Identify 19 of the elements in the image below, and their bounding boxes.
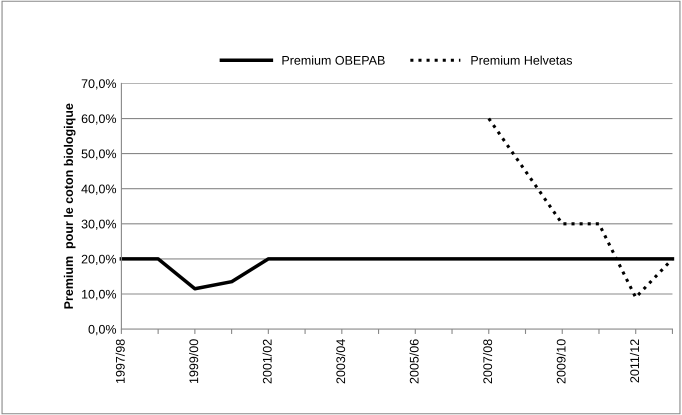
- y-tick-label: 10,0%: [82, 290, 116, 300]
- x-tick-label: 2011/12: [630, 339, 640, 382]
- x-tick-label: 2001/02: [262, 339, 272, 384]
- x-tick-label: 2003/04: [336, 339, 346, 384]
- y-axis-title: Premium pour le coton biologique: [64, 104, 76, 309]
- y-tick-label: 0,0%: [88, 324, 116, 336]
- y-tick-label: 20,0%: [82, 254, 116, 266]
- x-tick-label: 1997/98: [116, 339, 125, 384]
- legend-label: Premium OBEPAB: [282, 56, 385, 65]
- x-tick-label: 2009/10: [556, 339, 566, 384]
- y-tick-label: 30,0%: [82, 220, 116, 230]
- y-tick-label: 50,0%: [82, 149, 116, 160]
- y-tick-label: 40,0%: [81, 184, 116, 195]
- y-tick-label: 70,0%: [82, 79, 116, 90]
- x-tick-label: 2005/06: [409, 339, 419, 384]
- legend-label: Premium Helvetas: [471, 56, 572, 65]
- x-tick-label: 1999/00: [189, 339, 198, 384]
- x-tick-label: 2007/08: [482, 339, 492, 384]
- y-tick-label: 60,0%: [82, 114, 116, 125]
